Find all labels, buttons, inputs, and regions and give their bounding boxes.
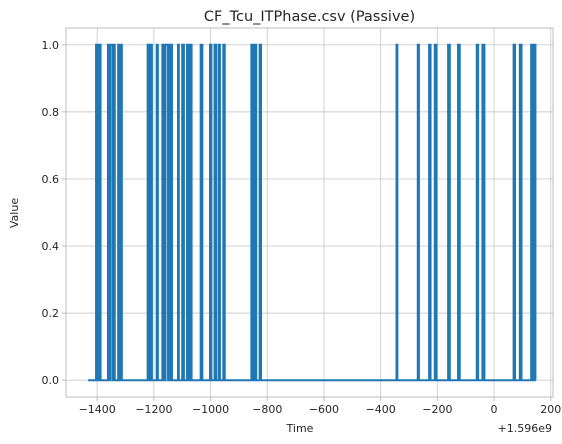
y-axis-label: Value: [8, 198, 21, 228]
y-tick-label: 0.2: [42, 307, 60, 320]
x-tick-label: −600: [309, 403, 339, 416]
x-tick-label: 200: [540, 403, 561, 416]
x-axis-label: Time: [286, 422, 314, 435]
x-offset-label: +1.596e9: [498, 422, 552, 435]
y-tick-label: 1.0: [42, 39, 60, 52]
series-layer: [88, 43, 537, 382]
grid: [66, 28, 553, 397]
x-tick-label: 0: [491, 403, 498, 416]
x-tick-label: −200: [422, 403, 452, 416]
y-tick-label: 0.0: [42, 374, 60, 387]
x-tick-label: −800: [252, 403, 282, 416]
plot-frame: [65, 27, 554, 398]
x-tick-label: −1000: [192, 403, 229, 416]
x-tick-label: −1400: [79, 403, 116, 416]
series-line: [88, 43, 537, 382]
chart-title: CF_Tcu_ITPhase.csv (Passive): [204, 9, 415, 25]
y-tick-label: 0.8: [42, 106, 60, 119]
y-tick-label: 0.6: [42, 173, 60, 186]
ticks: −1400 −1200 −1000 −800 −600 −400 −200 0 200 0.0 0.…: [42, 39, 562, 416]
y-tick-label: 0.4: [42, 240, 60, 253]
x-tick-label: −400: [366, 403, 396, 416]
x-tick-label: −1200: [135, 403, 172, 416]
